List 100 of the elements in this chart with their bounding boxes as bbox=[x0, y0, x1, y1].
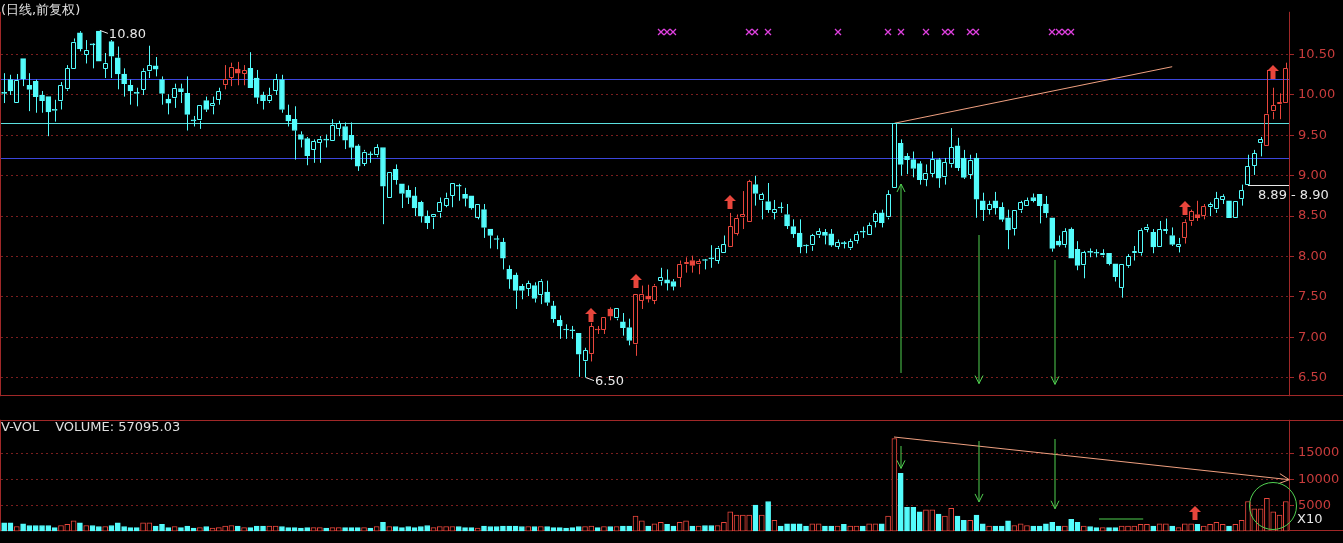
y-tick-label: 9.50 bbox=[1298, 126, 1327, 142]
candlestick bbox=[399, 183, 405, 209]
candlestick bbox=[575, 332, 582, 378]
candlestick bbox=[380, 147, 386, 225]
candlestick bbox=[58, 81, 63, 111]
text: X10 bbox=[1297, 511, 1323, 527]
candlestick bbox=[273, 73, 278, 96]
candlestick bbox=[342, 121, 348, 150]
candlestick bbox=[1258, 136, 1263, 157]
candlestick bbox=[1252, 149, 1257, 176]
candlestick bbox=[279, 74, 285, 114]
candlestick bbox=[487, 228, 494, 249]
bar bbox=[765, 501, 771, 532]
bar bbox=[1005, 520, 1011, 532]
candlestick bbox=[519, 283, 525, 300]
candlestick bbox=[141, 67, 146, 96]
candlestick bbox=[1239, 184, 1244, 207]
candlestick bbox=[323, 134, 329, 148]
candlestick bbox=[462, 187, 468, 207]
y-tick-label: 8.00 bbox=[1298, 247, 1327, 263]
candlestick bbox=[223, 64, 228, 90]
candlestick bbox=[859, 226, 866, 239]
candlestick bbox=[620, 312, 626, 337]
annotation: 10.80 bbox=[108, 25, 147, 41]
candlestick bbox=[1233, 201, 1238, 218]
candlestick bbox=[437, 197, 442, 219]
candlestick bbox=[848, 238, 853, 251]
candlestick bbox=[777, 201, 784, 214]
candlestick bbox=[556, 314, 563, 340]
candlestick bbox=[810, 233, 815, 252]
candlestick bbox=[267, 87, 272, 104]
candlestick bbox=[867, 222, 872, 235]
candlestick bbox=[1176, 237, 1181, 253]
candlestick bbox=[184, 75, 191, 132]
candlestick bbox=[121, 67, 127, 98]
candlestick bbox=[216, 87, 221, 106]
candlestick bbox=[242, 64, 247, 86]
candlestick bbox=[677, 260, 682, 288]
annotation: 6.50 bbox=[595, 373, 624, 388]
candlestick bbox=[645, 284, 651, 304]
candlestick bbox=[1043, 195, 1049, 219]
chart-subtitle: VOLUME: 57095.03 bbox=[55, 419, 181, 434]
candlestick bbox=[96, 30, 102, 62]
candlestick bbox=[103, 52, 108, 79]
candlestick bbox=[740, 190, 745, 230]
candlestick bbox=[77, 30, 83, 52]
candlestick bbox=[784, 203, 790, 230]
candlestick bbox=[89, 42, 96, 69]
candlestick bbox=[658, 267, 663, 287]
bar bbox=[961, 519, 967, 532]
candlestick bbox=[569, 325, 576, 340]
y-tick-label: 10.50 bbox=[1298, 45, 1336, 61]
candlestick bbox=[904, 152, 910, 175]
candlestick bbox=[961, 149, 967, 180]
bar bbox=[904, 506, 910, 532]
candlestick bbox=[450, 183, 455, 208]
candlestick bbox=[39, 90, 45, 114]
candlestick bbox=[1271, 87, 1276, 120]
candlestick bbox=[772, 199, 777, 220]
candlestick bbox=[1169, 226, 1176, 247]
candlestick bbox=[481, 203, 487, 239]
candlestick bbox=[544, 280, 550, 307]
candlestick bbox=[1182, 218, 1187, 245]
candlestick bbox=[190, 115, 197, 127]
y-tick-label: 5000 bbox=[1298, 496, 1332, 512]
candlestick bbox=[803, 243, 809, 254]
candlestick bbox=[1144, 223, 1149, 233]
candlestick bbox=[1264, 69, 1269, 146]
annotation: 8.89 - 8.90 bbox=[1257, 186, 1329, 202]
y-tick-label: 8.50 bbox=[1298, 207, 1327, 223]
candlestick bbox=[1126, 253, 1131, 269]
candlestick bbox=[979, 192, 986, 222]
chart-title: V-VOL bbox=[1, 419, 40, 434]
candlestick bbox=[607, 306, 614, 321]
candlestick bbox=[500, 237, 506, 270]
candlestick bbox=[563, 323, 569, 340]
candlestick bbox=[444, 192, 449, 208]
candlestick bbox=[20, 58, 26, 87]
bar bbox=[897, 473, 904, 532]
y-tick-label: 6.50 bbox=[1298, 369, 1327, 384]
candlestick bbox=[816, 227, 821, 239]
candlestick bbox=[172, 83, 177, 109]
candlestick bbox=[822, 228, 828, 245]
candlestick bbox=[1005, 209, 1011, 250]
y-tick-label: 7.00 bbox=[1298, 328, 1327, 344]
y-tick-label: 10.00 bbox=[1298, 86, 1336, 102]
candlestick bbox=[1093, 248, 1100, 258]
candlestick bbox=[260, 91, 266, 111]
chart-title: (日线,前复权) bbox=[1, 1, 81, 19]
y-tick-label: 7.50 bbox=[1298, 288, 1327, 304]
candlestick bbox=[626, 318, 633, 346]
candlestick bbox=[197, 105, 202, 130]
candlestick bbox=[583, 347, 588, 379]
candlestick bbox=[114, 46, 121, 90]
candlestick bbox=[298, 130, 304, 148]
candlestick bbox=[84, 39, 89, 64]
bar bbox=[380, 522, 386, 532]
candlestick bbox=[1245, 154, 1250, 185]
candlestick bbox=[670, 278, 677, 291]
candlestick bbox=[652, 283, 657, 305]
